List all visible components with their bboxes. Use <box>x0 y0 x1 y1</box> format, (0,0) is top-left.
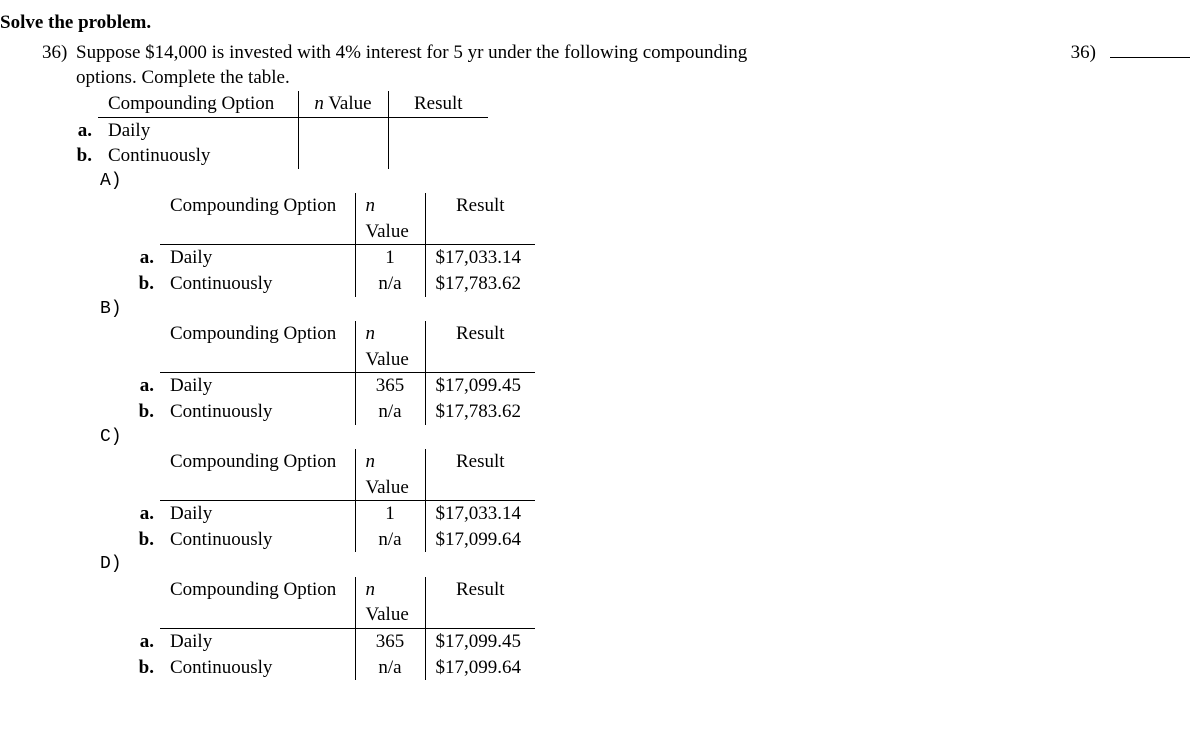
table-row: b. Continuously n/a $17,783.62 <box>138 271 535 297</box>
row-result: $17,099.64 <box>425 655 535 681</box>
row-label: b. <box>76 143 98 169</box>
table-row: a. Daily 365 $17,099.45 <box>138 373 535 399</box>
main-table-header-result: Result <box>388 91 488 117</box>
row-result: $17,099.45 <box>425 373 535 399</box>
table-row: b. Continuously n/a $17,099.64 <box>138 655 535 681</box>
table-row: a. Daily <box>76 117 488 143</box>
row-option: Continuously <box>160 399 355 425</box>
choice-b-table: Compounding Option n Value Result a. Dai… <box>138 321 535 425</box>
row-result: $17,033.14 <box>425 501 535 527</box>
row-result-empty <box>388 143 488 169</box>
row-n: 365 <box>355 629 425 655</box>
main-table-header-option: Compounding Option <box>98 91 298 117</box>
row-n: n/a <box>355 527 425 553</box>
row-option: Daily <box>160 245 355 271</box>
row-label: b. <box>138 399 160 425</box>
row-label: a. <box>138 629 160 655</box>
table-header-option: Compounding Option <box>160 577 355 629</box>
choice-d-table: Compounding Option n Value Result a. Dai… <box>138 577 535 681</box>
table-row: a. Daily 365 $17,099.45 <box>138 629 535 655</box>
choice-label-c[interactable]: C) <box>0 425 1190 449</box>
choice-label-b[interactable]: B) <box>0 297 1190 321</box>
row-n: n/a <box>355 655 425 681</box>
instruction-heading: Solve the problem. <box>0 10 1190 36</box>
choice-label-a[interactable]: A) <box>0 169 1190 193</box>
answer-blank[interactable] <box>1110 38 1190 58</box>
table-header-n: n Value <box>355 577 425 629</box>
row-label: b. <box>138 527 160 553</box>
table-header-result: Result <box>425 449 535 501</box>
row-option: Continuously <box>98 143 298 169</box>
row-label: b. <box>138 655 160 681</box>
row-result: $17,783.62 <box>425 271 535 297</box>
question-number: 36) <box>42 40 76 66</box>
table-header-result: Result <box>425 321 535 373</box>
main-table: Compounding Option n Value Result a. Dai… <box>76 91 488 169</box>
row-option: Continuously <box>160 655 355 681</box>
table-row: a. Daily 1 $17,033.14 <box>138 501 535 527</box>
row-n: n/a <box>355 399 425 425</box>
table-row: b. Continuously <box>76 143 488 169</box>
choice-label-d[interactable]: D) <box>0 552 1190 576</box>
question-text-line2: options. Complete the table. <box>0 65 1190 91</box>
row-label: b. <box>138 271 160 297</box>
row-n: 1 <box>355 245 425 271</box>
row-result: $17,099.45 <box>425 629 535 655</box>
row-option: Daily <box>160 501 355 527</box>
row-result: $17,033.14 <box>425 245 535 271</box>
row-result: $17,099.64 <box>425 527 535 553</box>
row-n: 1 <box>355 501 425 527</box>
row-option: Daily <box>98 117 298 143</box>
row-label: a. <box>76 117 98 143</box>
choice-a-table: Compounding Option n Value Result a. Dai… <box>138 193 535 297</box>
table-header-result: Result <box>425 193 535 245</box>
row-result-empty <box>388 117 488 143</box>
main-table-header-n: n Value <box>298 91 388 117</box>
row-n: 365 <box>355 373 425 399</box>
row-n: n/a <box>355 271 425 297</box>
table-row: b. Continuously n/a $17,099.64 <box>138 527 535 553</box>
row-result: $17,783.62 <box>425 399 535 425</box>
table-header-option: Compounding Option <box>160 193 355 245</box>
table-header-result: Result <box>425 577 535 629</box>
choice-c-table: Compounding Option n Value Result a. Dai… <box>138 449 535 553</box>
row-option: Daily <box>160 373 355 399</box>
table-header-n: n Value <box>355 193 425 245</box>
table-row: b. Continuously n/a $17,783.62 <box>138 399 535 425</box>
row-label: a. <box>138 245 160 271</box>
question-text-line1: Suppose $14,000 is invested with 4% inte… <box>76 40 1051 66</box>
table-header-option: Compounding Option <box>160 449 355 501</box>
row-n-empty <box>298 143 388 169</box>
table-header-n: n Value <box>355 449 425 501</box>
row-option: Daily <box>160 629 355 655</box>
question-number-right: 36) <box>1071 40 1096 66</box>
row-label: a. <box>138 373 160 399</box>
row-option: Continuously <box>160 527 355 553</box>
table-header-n: n Value <box>355 321 425 373</box>
row-option: Continuously <box>160 271 355 297</box>
table-header-option: Compounding Option <box>160 321 355 373</box>
row-n-empty <box>298 117 388 143</box>
row-label: a. <box>138 501 160 527</box>
table-row: a. Daily 1 $17,033.14 <box>138 245 535 271</box>
